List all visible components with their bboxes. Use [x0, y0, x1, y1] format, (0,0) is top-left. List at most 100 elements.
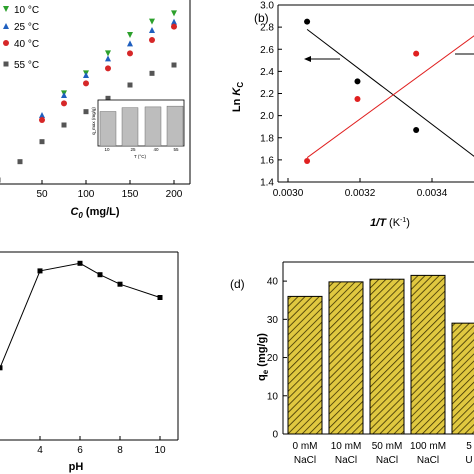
panel-c-point	[0, 365, 3, 371]
panel-d-category-line1: 50 mM	[372, 441, 403, 452]
panel-c-x-axis-title: pH	[69, 461, 84, 473]
panel-d-ylabel-unit: (mg/g)	[256, 333, 268, 370]
panel-b-y-axis-title: Ln KC	[231, 82, 245, 112]
panel-b-y-tick-label: 2.4	[260, 67, 274, 78]
panel-a-x-tick-label: 100	[78, 189, 95, 200]
panel-b-point	[413, 127, 420, 134]
panel-a-point	[17, 159, 23, 165]
inset-bar	[144, 106, 162, 147]
panel-a-point	[61, 92, 67, 98]
panel-a-point	[171, 62, 177, 68]
legend-entry-10: 10 °C	[14, 5, 39, 16]
panel-d-category-line2: NaCl	[335, 455, 357, 466]
panel-d-category-line2: NaCl	[376, 455, 398, 466]
panel-a-point	[61, 100, 67, 107]
panel-c-point	[157, 295, 163, 300]
panel-d-category-line1: 5	[466, 441, 472, 452]
panel-a-legend: 10 °C 25 °C 40 °C 55 °C	[14, 5, 39, 71]
panel-a-point	[149, 70, 155, 76]
panel-d-y-axis-title: qe (mg/g)	[256, 333, 270, 381]
legend-marker	[3, 61, 9, 67]
panel-b-point	[354, 96, 361, 103]
panel-a-point	[83, 72, 89, 78]
panel-b-y-tick-label: 2.8	[260, 23, 274, 34]
panel-c-point	[97, 272, 103, 278]
panel-a-point	[171, 18, 177, 25]
panel-a-point	[105, 95, 111, 101]
inset-tick-25: 25	[130, 147, 136, 152]
panel-b-xlabel-unit: (K	[386, 217, 401, 229]
panel-b-y-tick-label: 1.8	[260, 133, 274, 144]
panel-b: 1.4 1.6 1.8 2.0 2.2 2.4 2.6 2.8 3.0 0.0030 0.0032 0…	[260, 1, 474, 199]
inset-bar	[99, 111, 117, 147]
panel-a-point	[0, 177, 1, 183]
panel-c-series-line	[0, 262, 161, 368]
panel-d-bar	[369, 278, 405, 435]
legend-marker	[3, 23, 9, 29]
panel-d: 0 10 20 30 40 0 mM NaCl 10 mM NaCl 50 mM NaCl 100 m…	[267, 261, 474, 466]
inset-tick-40: 40	[153, 147, 159, 152]
inset-x-label: T (°C)	[134, 154, 146, 159]
panel-c-point	[117, 281, 123, 287]
panel-d-category-line2: NaCl	[294, 455, 316, 466]
panel-d-ylabel-q: q	[256, 374, 268, 381]
panel-d-category-line2: U	[465, 455, 472, 466]
panel-a-inset-text: q_max (mg/g) 10 25 40 55 T (°C)	[91, 107, 179, 159]
panel-a-point	[61, 122, 67, 128]
panel-b-x-axis-title: 1/T (K-1)	[370, 217, 410, 229]
inset-y-label: q_max (mg/g)	[91, 107, 96, 135]
panel-d-ylabel-sub: e	[261, 369, 270, 374]
panel-a-x-tick-label: 200	[166, 189, 183, 200]
panel-d-y-tick-label: 30	[267, 315, 279, 326]
panel-c-point	[37, 268, 43, 274]
panel-c-x-tick-label: 10	[154, 445, 166, 456]
legend-entry-55: 55 °C	[14, 60, 39, 71]
panel-d-bar	[328, 281, 364, 435]
panel-b-fit-line	[306, 28, 474, 157]
panel-a-point	[171, 23, 177, 30]
panel-b-xlabel-var: 1/T	[370, 217, 387, 229]
panel-d-bar	[451, 322, 474, 435]
inset-tick-55: 55	[173, 147, 179, 152]
panel-b-x-tick-label: 0.0032	[345, 188, 376, 199]
panel-a-point	[39, 117, 45, 123]
panel-c: 4 6 8 10	[0, 251, 179, 456]
legend-marker	[3, 40, 9, 46]
panel-b-ylabel-k: K	[231, 87, 243, 96]
panel-a-point	[83, 109, 89, 115]
panel-d-bar	[410, 274, 446, 435]
panel-b-x-tick-label: 0.0030	[273, 188, 304, 199]
panel-d-y-tick-label: 0	[272, 430, 278, 441]
panel-b-y-tick-label: 1.4	[260, 178, 274, 189]
panel-b-point	[304, 157, 311, 164]
panel-b-point	[354, 78, 361, 85]
inset-bar	[166, 105, 184, 147]
panel-b-fit-line	[306, 35, 474, 159]
panel-a-xlabel-var: C	[70, 206, 79, 218]
panel-d-category-line1: 100 mM	[410, 441, 446, 452]
panel-d-y-tick-label: 10	[267, 391, 279, 402]
panel-b-left-arrowhead	[304, 56, 311, 62]
panel-a: 50 100 150 200	[0, 0, 191, 200]
panel-a-point	[171, 10, 177, 17]
panel-d-category-line1: 10 mM	[331, 441, 362, 452]
panel-b-y-tick-label: 2.6	[260, 45, 274, 56]
panel-a-point	[149, 27, 155, 33]
panel-b-point	[304, 18, 311, 25]
panel-b-x-tick-label: 0.0034	[417, 188, 448, 199]
panel-b-y-tick-label: 2.2	[260, 89, 274, 100]
panel-a-point	[127, 50, 133, 57]
panel-b-y-tick-label: 1.6	[260, 155, 274, 166]
panel-a-point	[105, 50, 111, 57]
panel-a-point	[39, 139, 45, 145]
legend-entry-25: 25 °C	[14, 22, 39, 33]
panel-c-point	[77, 260, 83, 266]
panel-d-y-tick-label: 20	[267, 353, 279, 364]
panel-d-bar	[287, 295, 323, 435]
panel-a-xlabel-unit: (mg/L)	[83, 206, 120, 218]
inset-bar	[121, 107, 139, 147]
panel-a-x-tick-label: 150	[122, 189, 139, 200]
panel-d-category-line1: 0 mM	[293, 441, 318, 452]
panel-a-point	[105, 65, 111, 72]
